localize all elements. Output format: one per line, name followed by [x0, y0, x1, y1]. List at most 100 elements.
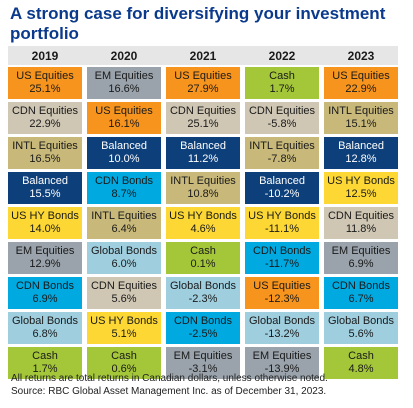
return-value: -2.5%	[188, 328, 218, 340]
asset-name: INTL Equities	[249, 140, 315, 152]
asset-name: US HY Bonds	[169, 210, 237, 222]
asset-name: Balanced	[180, 140, 226, 152]
return-value: 16.1%	[108, 118, 140, 130]
cell-2022-rank-8-global-bonds: Global Bonds -13.2%	[245, 312, 319, 344]
asset-name: Balanced	[338, 140, 384, 152]
asset-name: EM Equities	[173, 350, 233, 362]
cell-2021-rank-3-balanced: Balanced 11.2%	[166, 137, 240, 169]
cell-2019-rank-8-global-bonds: Global Bonds 6.8%	[8, 312, 82, 344]
cell-2023-rank-6-em-equities: EM Equities 6.9%	[324, 242, 398, 274]
asset-name: Global Bonds	[327, 315, 395, 327]
asset-name: US HY Bonds	[327, 175, 395, 187]
asset-name: INTL Equities	[91, 210, 157, 222]
cell-2020-rank-3-balanced: Balanced 10.0%	[87, 137, 161, 169]
return-value: 22.9%	[345, 83, 377, 95]
year-header-2022: 2022	[268, 48, 296, 63]
cell-2023-rank-7-cdn-bonds: CDN Bonds 6.7%	[324, 277, 398, 309]
return-value: -7.8%	[267, 153, 297, 165]
cell-2020-rank-2-us-equities: US Equities 16.1%	[87, 102, 161, 134]
year-header-2023: 2023	[347, 48, 375, 63]
cell-2020-rank-1-em-equities: EM Equities 16.6%	[87, 67, 161, 99]
cell-2021-rank-2-cdn-equities: CDN Equities 25.1%	[166, 102, 240, 134]
asset-name: Cash	[32, 350, 58, 362]
return-value: 1.7%	[32, 363, 58, 375]
asset-name: US HY Bonds	[90, 315, 158, 327]
cell-2019-rank-5-us-hy-bonds: US HY Bonds 14.0%	[8, 207, 82, 239]
cell-2021-rank-6-cash: Cash 0.1%	[166, 242, 240, 274]
return-value: -10.2%	[264, 188, 300, 200]
cell-2021-rank-9-em-equities: EM Equities -3.1%	[166, 347, 240, 379]
footnote-line-1: All returns are total returns in Canadia…	[11, 373, 328, 384]
asset-name: Global Bonds	[90, 245, 158, 257]
asset-name: CDN Bonds	[331, 280, 391, 292]
asset-name: EM Equities	[331, 245, 391, 257]
asset-name: US Equities	[174, 70, 232, 82]
return-value: -13.9%	[264, 363, 300, 375]
asset-name: CDN Equities	[11, 105, 79, 117]
return-value: 25.1%	[187, 118, 219, 130]
footnote: All returns are total returns in Canadia…	[11, 372, 407, 398]
return-value: 5.6%	[348, 328, 374, 340]
return-value: 12.5%	[345, 188, 377, 200]
cell-2023-rank-9-cash: Cash 4.8%	[324, 347, 398, 379]
asset-name: Cash	[111, 350, 137, 362]
asset-name: CDN Bonds	[15, 280, 75, 292]
return-value: 6.8%	[32, 328, 58, 340]
asset-name: CDN Equities	[327, 210, 395, 222]
asset-name: Balanced	[22, 175, 68, 187]
asset-name: INTL Equities	[328, 105, 394, 117]
asset-name: US Equities	[95, 105, 153, 117]
year-header-2019: 2019	[31, 48, 59, 63]
cell-2019-rank-9-cash: Cash 1.7%	[8, 347, 82, 379]
cell-2022-rank-3-intl-equities: INTL Equities -7.8%	[245, 137, 319, 169]
asset-name: US HY Bonds	[248, 210, 316, 222]
cell-2019-rank-2-cdn-equities: CDN Equities 22.9%	[8, 102, 82, 134]
cell-2021-rank-8-cdn-bonds: CDN Bonds -2.5%	[166, 312, 240, 344]
return-value: 4.8%	[348, 363, 374, 375]
cell-2021-rank-4-intl-equities: INTL Equities 10.8%	[166, 172, 240, 204]
asset-name: Global Bonds	[11, 315, 79, 327]
return-value: 1.7%	[269, 83, 295, 95]
return-value: 6.9%	[32, 293, 58, 305]
asset-name: Cash	[348, 350, 374, 362]
asset-name: US Equities	[16, 70, 74, 82]
return-value: 11.2%	[187, 153, 219, 165]
cell-2019-rank-4-balanced: Balanced 15.5%	[8, 172, 82, 204]
asset-name: CDN Equities	[169, 105, 237, 117]
return-value: 6.0%	[111, 258, 137, 270]
return-value: -11.1%	[264, 223, 300, 235]
chart-title-line-1: A strong case for diversifying your inve…	[10, 4, 386, 23]
year-header-band	[8, 46, 398, 65]
footnote-line-2: Source: RBC Global Asset Management Inc.…	[11, 386, 327, 397]
cell-2020-rank-4-cdn-bonds: CDN Bonds 8.7%	[87, 172, 161, 204]
return-value: 16.6%	[108, 83, 140, 95]
asset-name: INTL Equities	[12, 140, 78, 152]
return-value: -3.1%	[188, 363, 218, 375]
cell-2022-rank-2-cdn-equities: CDN Equities -5.8%	[245, 102, 319, 134]
chart-title-line-2: portfolio	[10, 24, 79, 43]
return-value: 25.1%	[29, 83, 61, 95]
cell-2021-rank-5-us-hy-bonds: US HY Bonds 4.6%	[166, 207, 240, 239]
chart-title: A strong case for diversifying your inve…	[10, 4, 406, 44]
cell-2020-rank-8-us-hy-bonds: US HY Bonds 5.1%	[87, 312, 161, 344]
asset-name: US Equities	[253, 280, 311, 292]
cell-2019-rank-7-cdn-bonds: CDN Bonds 6.9%	[8, 277, 82, 309]
return-value: 0.1%	[190, 258, 216, 270]
cell-2021-rank-1-us-equities: US Equities 27.9%	[166, 67, 240, 99]
return-value: 6.9%	[348, 258, 374, 270]
asset-name: US Equities	[332, 70, 390, 82]
return-value: 10.0%	[108, 153, 140, 165]
year-header-2020: 2020	[110, 48, 138, 63]
cell-2022-rank-9-em-equities: EM Equities -13.9%	[245, 347, 319, 379]
cell-2023-rank-8-global-bonds: Global Bonds 5.6%	[324, 312, 398, 344]
return-value: -13.2%	[264, 328, 300, 340]
return-value: 5.6%	[111, 293, 137, 305]
asset-name: EM Equities	[15, 245, 75, 257]
cell-2021-rank-7-global-bonds: Global Bonds -2.3%	[166, 277, 240, 309]
returns-table: US Equities 25.1% EM Equities 16.6% US Equit…	[8, 67, 398, 379]
return-value: -11.7%	[264, 258, 300, 270]
cell-2019-rank-3-intl-equities: INTL Equities 16.5%	[8, 137, 82, 169]
return-value: 12.9%	[29, 258, 61, 270]
cell-2022-rank-4-balanced: Balanced -10.2%	[245, 172, 319, 204]
asset-name: EM Equities	[252, 350, 312, 362]
